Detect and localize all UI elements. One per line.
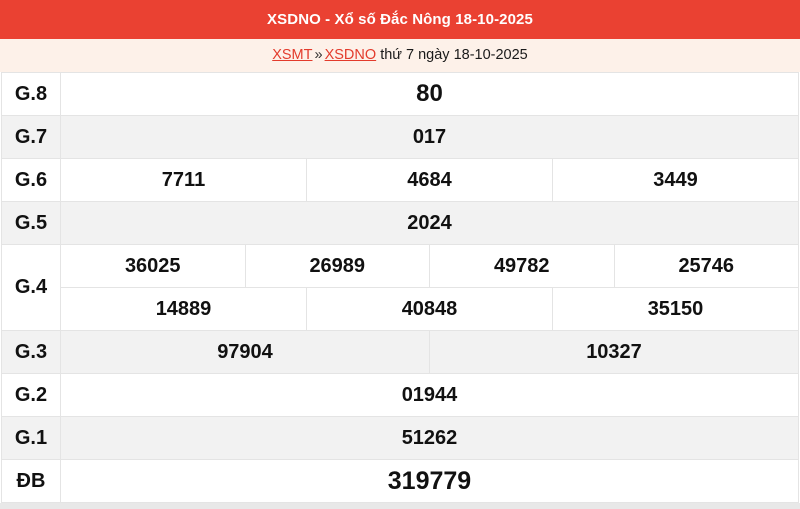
prize-number: 4684 — [306, 158, 553, 202]
prize-label-g5: G.5 — [1, 201, 61, 245]
prize-number: 26989 — [244, 244, 430, 288]
page-footer-strip — [0, 503, 800, 509]
prize-number: 80 — [60, 72, 799, 116]
prize-label-g1: G.1 — [1, 416, 61, 460]
prize-label-g3: G.3 — [1, 330, 61, 374]
prize-number: 2024 — [60, 201, 799, 245]
prize-number: 40848 — [306, 287, 553, 331]
breadcrumb-date-value: thứ 7 ngày 18-10-2025 — [380, 47, 528, 64]
prize-row: G.8 80 — [1, 72, 799, 116]
results-table-body: G.8 80 G.7 017 G.6 7711 4684 3449 G.5 2024 G.4 3602… — [1, 72, 799, 503]
prize-row: 14889 40848 35150 — [2, 287, 799, 331]
prize-row: G.3 97904 10327 — [1, 330, 799, 374]
prize-label-g6: G.6 — [1, 158, 61, 202]
prize-number: 97904 — [60, 330, 430, 374]
prize-row: G.2 01944 — [1, 373, 799, 417]
breadcrumb-link-xsdno[interactable]: XSDNO — [324, 47, 377, 64]
lottery-results-table: G.8 80 G.7 017 G.6 7711 4684 3449 G.5 2024 G.4 3602… — [1, 72, 799, 503]
prize-row: G.1 51262 — [1, 416, 799, 460]
prize-number: 10327 — [429, 330, 799, 374]
breadcrumb-link-xsmt[interactable]: XSMT — [272, 47, 313, 64]
prize-label-g4: G.4 — [1, 244, 61, 331]
prize-label-g7: G.7 — [1, 115, 61, 159]
prize-row: G.6 7711 4684 3449 — [1, 158, 799, 202]
breadcrumb-separator: » — [314, 47, 323, 64]
breadcrumb: XSMT» XSDNO thứ 7 ngày 18-10-2025 — [272, 48, 528, 63]
prize-number: 25746 — [613, 244, 799, 288]
prize-number: 14889 — [60, 287, 307, 331]
prize-number: 35150 — [552, 287, 799, 331]
prize-number: 3449 — [552, 158, 799, 202]
results-table-wrapper: G.8 80 G.7 017 G.6 7711 4684 3449 G.5 2024 G.4 3602… — [0, 72, 800, 503]
prize-number: 51262 — [60, 416, 799, 460]
prize-number: 7711 — [60, 158, 307, 202]
prize-row: G.5 2024 — [1, 201, 799, 245]
prize-number: 017 — [60, 115, 799, 159]
prize-number: 49782 — [429, 244, 615, 288]
prize-row: ĐB 319779 — [1, 459, 799, 503]
breadcrumb-bar: XSMT» XSDNO thứ 7 ngày 18-10-2025 — [0, 39, 800, 72]
prize-number: 36025 — [60, 244, 246, 288]
page-title-bar: XSDNO - Xổ số Đắc Nông 18-10-2025 — [0, 0, 800, 39]
page-title: XSDNO - Xổ số Đắc Nông 18-10-2025 — [267, 11, 533, 28]
prize-row: G.4 36025 26989 49782 25746 — [1, 244, 799, 331]
prize-number: 01944 — [60, 373, 799, 417]
prize-row: G.7 017 — [1, 115, 799, 159]
prize-label-g2: G.2 — [1, 373, 61, 417]
prize-number: 319779 — [60, 459, 799, 503]
prize-label-đb: ĐB — [1, 459, 61, 503]
prize-label-g8: G.8 — [1, 72, 61, 116]
